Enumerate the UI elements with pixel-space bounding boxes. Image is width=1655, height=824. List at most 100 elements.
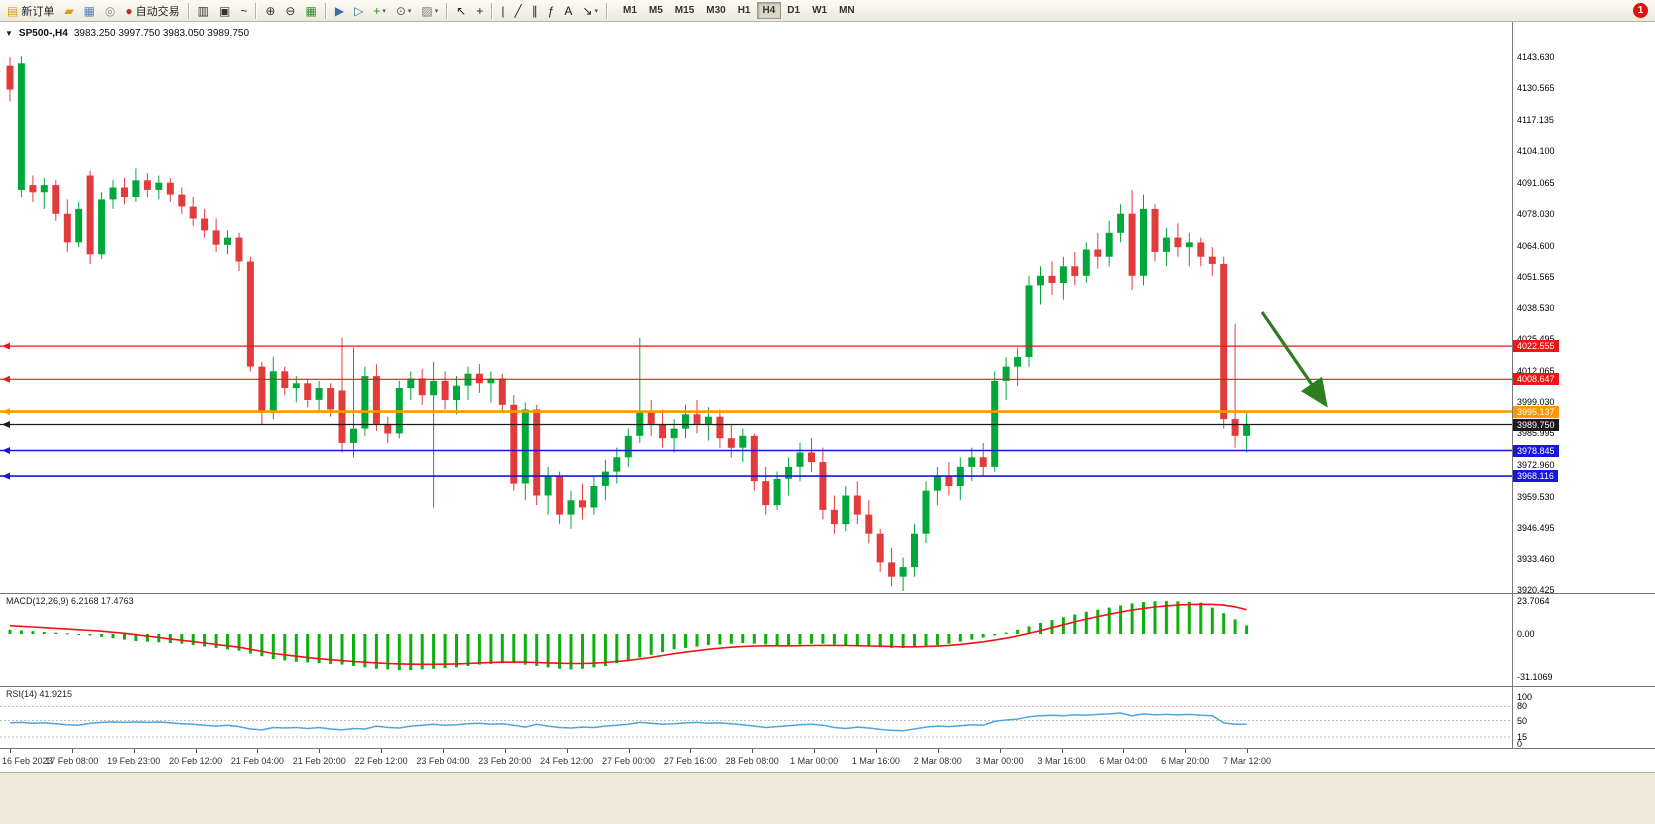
macd-histogram-bar <box>638 634 642 658</box>
macd-histogram-bar <box>1187 602 1191 634</box>
price-axis[interactable]: 4143.630 4130.565 4117.135 4104.100 4091.065… <box>1512 22 1655 772</box>
tile-windows-icon[interactable]: ▦ <box>301 1 320 21</box>
time-axis-label: 3 Mar 16:00 <box>1037 756 1086 766</box>
timeframe-d1[interactable]: D1 <box>781 2 806 19</box>
zoom-in-icon[interactable]: ⊕ <box>261 1 279 21</box>
chart-shift-icon: ▷ <box>354 3 364 18</box>
trendline-icon[interactable]: ╱ <box>510 1 525 21</box>
time-axis-tick <box>10 749 11 753</box>
macd-histogram-bar <box>1004 632 1008 634</box>
candle-body <box>911 533 918 568</box>
news-icon[interactable]: ◎ <box>101 1 119 21</box>
timeframe-h1[interactable]: H1 <box>732 2 757 19</box>
rsi-canvas[interactable] <box>0 687 1512 748</box>
candle-body <box>796 452 804 467</box>
price-axis-tick: 3946.495 <box>1517 522 1555 533</box>
macd-panel-divider[interactable] <box>0 593 1655 594</box>
candle-body <box>773 478 781 506</box>
macd-histogram-bar <box>260 634 264 657</box>
candle-body <box>1048 275 1056 283</box>
timeframe-m30[interactable]: M30 <box>700 2 731 19</box>
macd-histogram-bar <box>248 634 252 654</box>
macd-histogram-bar <box>54 632 58 634</box>
candle-body <box>624 435 632 458</box>
vertical-line-icon[interactable]: | <box>497 1 508 21</box>
candle-body <box>521 409 529 484</box>
time-axis-tick <box>1247 749 1248 753</box>
candle-body <box>441 380 449 400</box>
macd-canvas[interactable] <box>0 594 1512 686</box>
candle-body <box>86 175 94 255</box>
timeframe-m5[interactable]: M5 <box>643 2 669 19</box>
templates-icon: ▨ <box>421 3 433 18</box>
new-order-button[interactable]: ▤ 新订单 <box>3 1 58 21</box>
timeframe-mn[interactable]: MN <box>833 2 861 19</box>
print-icon: ▦ <box>83 3 95 18</box>
autotrading-button[interactable]: ● 自动交易 <box>121 1 183 21</box>
timeframe-h4[interactable]: H4 <box>756 2 782 19</box>
time-axis[interactable]: 16 Feb 2023 17 Feb 08:00 19 Feb 23:00 20 Fe… <box>0 748 1655 772</box>
candlestick-chart-icon[interactable]: ▣ <box>215 1 234 21</box>
zoom-out-icon[interactable]: ⊖ <box>281 1 299 21</box>
rsi-panel-divider[interactable] <box>0 686 1655 687</box>
price-chart-canvas[interactable] <box>0 22 1512 593</box>
candle-body <box>590 486 598 508</box>
macd-histogram-bar <box>466 634 470 666</box>
new-order-icon: ▤ <box>7 3 19 18</box>
candle-body <box>647 411 655 424</box>
candle-body <box>567 500 575 515</box>
arrow-annotation[interactable] <box>1260 311 1328 408</box>
candle-body <box>1002 366 1010 381</box>
candle-body <box>544 476 552 496</box>
macd-histogram-bar <box>1210 607 1214 634</box>
arrows-icon[interactable]: ↘ ▾ <box>578 1 602 21</box>
timeframe-m1[interactable]: M1 <box>617 2 643 19</box>
candle-body <box>979 457 987 467</box>
line-chart-icon[interactable]: ~ <box>236 1 251 21</box>
price-axis-tick: 4104.100 <box>1517 146 1555 157</box>
macd-histogram-bar <box>1016 629 1020 634</box>
bar-chart-icon[interactable]: ▥ <box>194 1 213 21</box>
macd-histogram-bar <box>237 634 241 651</box>
chart-shift-icon[interactable]: ▷ <box>350 1 367 21</box>
time-axis-label: 1 Mar 16:00 <box>851 756 900 766</box>
macd-histogram-bar <box>1199 602 1203 634</box>
time-axis-tick <box>1061 749 1063 753</box>
macd-histogram-bar <box>363 634 367 668</box>
timeframe-w1[interactable]: W1 <box>806 2 833 19</box>
print-icon[interactable]: ▦ <box>80 1 99 21</box>
candle-body <box>453 385 460 400</box>
price-axis-tick: 3920.425 <box>1517 585 1555 595</box>
templates-icon[interactable]: ▨ ▾ <box>417 1 442 21</box>
periods-icon[interactable]: ⊙ ▾ <box>392 1 416 21</box>
notification-badge[interactable]: 1 <box>1633 3 1648 18</box>
time-axis-tick <box>133 749 135 753</box>
one-click-trading-toggle[interactable]: ▼ <box>5 29 13 38</box>
price-badge: 3989.750 <box>1513 418 1559 431</box>
time-axis-tick <box>690 749 692 753</box>
macd-histogram-bar <box>1061 617 1065 634</box>
text-icon[interactable]: A <box>560 1 576 21</box>
timeframe-m15[interactable]: M15 <box>669 2 700 19</box>
auto-scroll-icon: ▶ <box>334 3 345 18</box>
time-axis-tick <box>195 749 197 753</box>
trendline-icon: ╱ <box>514 3 522 18</box>
time-axis-label: 27 Feb 16:00 <box>663 756 717 766</box>
macd-histogram-bar <box>615 634 619 664</box>
cursor-icon[interactable]: ↖ <box>452 1 470 21</box>
candle-body <box>922 490 930 534</box>
macd-histogram-bar <box>1107 607 1111 634</box>
macd-histogram-bar <box>901 634 905 648</box>
auto-scroll-icon[interactable]: ▶ <box>331 1 348 21</box>
order-ticket-icon[interactable]: ▰ <box>60 1 77 21</box>
toolbar-separator <box>446 2 449 19</box>
fibonacci-icon[interactable]: ƒ <box>544 1 559 21</box>
macd-histogram-bar <box>741 634 745 643</box>
equidistant-channel-icon[interactable]: ∥ <box>528 1 542 21</box>
macd-histogram-bar <box>134 634 138 641</box>
macd-histogram-bar <box>443 634 447 669</box>
indicators-icon[interactable]: + ▾ <box>369 1 390 21</box>
crosshair-icon[interactable]: + <box>472 1 487 21</box>
candle-body <box>246 261 254 367</box>
text-icon: A <box>564 3 573 18</box>
